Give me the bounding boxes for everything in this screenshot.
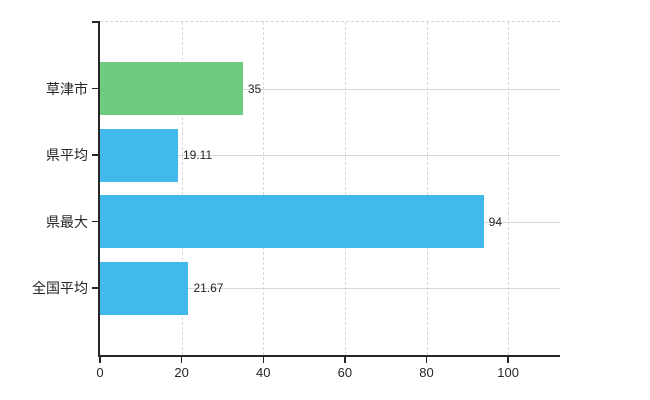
y-axis-tick <box>92 87 98 90</box>
bar <box>100 261 189 315</box>
y-axis-line <box>98 21 100 355</box>
x-axis-tick <box>180 356 183 363</box>
category-label: 草津市 <box>46 80 88 97</box>
category-gridline <box>100 155 560 156</box>
category-label: 県平均 <box>46 147 88 163</box>
y-axis-tick <box>92 154 98 156</box>
value-label: 94 <box>488 214 503 229</box>
category-gridline <box>100 88 560 90</box>
y-axis-tick <box>92 21 98 23</box>
x-tick-label: 60 <box>337 364 353 380</box>
value-label: 35 <box>247 81 262 96</box>
plot-top-border <box>100 21 560 22</box>
value-label: 19.11 <box>183 148 213 162</box>
x-gridline <box>263 22 265 355</box>
x-axis-tick <box>99 356 101 363</box>
x-axis-tick <box>262 356 264 363</box>
bar <box>100 195 484 248</box>
bar <box>100 128 178 182</box>
y-axis-tick <box>92 220 98 223</box>
x-axis-tick <box>507 356 509 363</box>
x-axis-tick <box>344 356 346 363</box>
x-tick-label: 40 <box>256 364 271 380</box>
category-label: 県最大 <box>46 213 88 230</box>
x-tick-label: 80 <box>419 364 434 380</box>
category-gridline <box>100 288 560 289</box>
x-gridline <box>508 22 510 355</box>
x-tick-label: 20 <box>174 364 189 380</box>
category-label: 全国平均 <box>32 280 88 296</box>
x-gridline <box>426 22 428 355</box>
y-axis-tick <box>92 287 98 289</box>
x-axis-tick <box>425 356 428 363</box>
bar <box>100 62 243 115</box>
x-axis-line <box>98 354 560 357</box>
x-tick-label: 100 <box>497 364 520 380</box>
x-gridline <box>344 22 346 355</box>
x-tick-label: 0 <box>96 364 104 380</box>
value-label: 21.67 <box>193 281 224 295</box>
x-gridline <box>181 22 183 355</box>
